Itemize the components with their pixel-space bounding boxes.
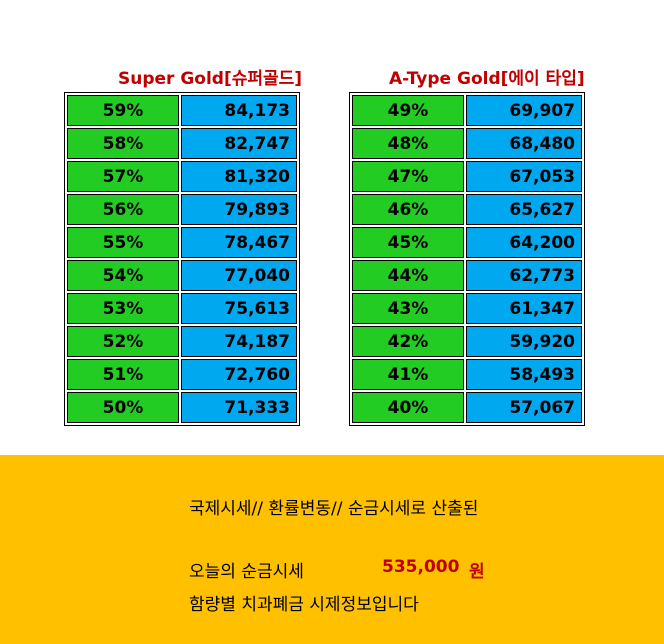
gold-price-cell: 82,747 xyxy=(181,128,297,159)
gold-price-cell: 71,333 xyxy=(181,392,297,423)
gold-price-cell: 69,907 xyxy=(466,95,582,126)
a-type-gold-price-table: 49% 69,907 48% 68,480 47% 67,053 46% 65,627 45% 6… xyxy=(349,92,585,426)
super-gold-row: 54% 77,040 xyxy=(67,260,297,291)
gold-price-unit: 원 xyxy=(469,562,485,582)
footer-line-1: 국제시세// 환률변동// 순금시세로 산출된 xyxy=(189,499,479,519)
gold-percent-cell: 59% xyxy=(67,95,179,126)
gold-percent-cell: 50% xyxy=(67,392,179,423)
gold-price-cell: 79,893 xyxy=(181,194,297,225)
gold-percent-cell: 55% xyxy=(67,227,179,258)
gold-price-cell: 72,760 xyxy=(181,359,297,390)
gold-price-cell: 58,493 xyxy=(466,359,582,390)
gold-percent-cell: 41% xyxy=(352,359,464,390)
gold-price-value: 535,000 xyxy=(382,557,460,577)
gold-percent-cell: 48% xyxy=(352,128,464,159)
gold-price-cell: 84,173 xyxy=(181,95,297,126)
a-type-gold-title: A-Type Gold[에이 타입] xyxy=(389,69,585,89)
gold-price-cell: 68,480 xyxy=(466,128,582,159)
gold-price-cell: 61,347 xyxy=(466,293,582,324)
a-type-gold-row: 48% 68,480 xyxy=(352,128,582,159)
super-gold-row: 50% 71,333 xyxy=(67,392,297,423)
super-gold-row: 52% 74,187 xyxy=(67,326,297,357)
gold-price-cell: 67,053 xyxy=(466,161,582,192)
super-gold-row: 57% 81,320 xyxy=(67,161,297,192)
a-type-gold-row: 49% 69,907 xyxy=(352,95,582,126)
gold-price-cell: 77,040 xyxy=(181,260,297,291)
gold-percent-cell: 58% xyxy=(67,128,179,159)
gold-price-cell: 57,067 xyxy=(466,392,582,423)
footer-line-2-label: 오늘의 순금시세 xyxy=(189,562,304,582)
super-gold-row: 51% 72,760 xyxy=(67,359,297,390)
footer-line-3: 함량별 치과폐금 시제정보입니다 xyxy=(189,595,419,615)
gold-percent-cell: 51% xyxy=(67,359,179,390)
gold-percent-cell: 43% xyxy=(352,293,464,324)
gold-percent-cell: 57% xyxy=(67,161,179,192)
gold-price-cell: 64,200 xyxy=(466,227,582,258)
super-gold-title: Super Gold[슈퍼골드] xyxy=(118,69,303,89)
gold-percent-cell: 47% xyxy=(352,161,464,192)
a-type-gold-row: 44% 62,773 xyxy=(352,260,582,291)
gold-percent-cell: 45% xyxy=(352,227,464,258)
a-type-gold-row: 45% 64,200 xyxy=(352,227,582,258)
footer-info-band xyxy=(0,455,664,644)
gold-percent-cell: 52% xyxy=(67,326,179,357)
gold-percent-cell: 42% xyxy=(352,326,464,357)
super-gold-row: 58% 82,747 xyxy=(67,128,297,159)
gold-price-cell: 75,613 xyxy=(181,293,297,324)
super-gold-price-table: 59% 84,173 58% 82,747 57% 81,320 56% 79,893 55% 7… xyxy=(64,92,300,426)
super-gold-row: 56% 79,893 xyxy=(67,194,297,225)
super-gold-row: 53% 75,613 xyxy=(67,293,297,324)
gold-percent-cell: 56% xyxy=(67,194,179,225)
super-gold-table-body: 59% 84,173 58% 82,747 57% 81,320 56% 79,893 55% 7… xyxy=(67,95,297,423)
a-type-gold-row: 41% 58,493 xyxy=(352,359,582,390)
super-gold-row: 59% 84,173 xyxy=(67,95,297,126)
super-gold-row: 55% 78,467 xyxy=(67,227,297,258)
gold-price-cell: 81,320 xyxy=(181,161,297,192)
gold-percent-cell: 54% xyxy=(67,260,179,291)
gold-price-cell: 78,467 xyxy=(181,227,297,258)
gold-price-cell: 65,627 xyxy=(466,194,582,225)
gold-percent-cell: 46% xyxy=(352,194,464,225)
a-type-gold-row: 46% 65,627 xyxy=(352,194,582,225)
a-type-gold-row: 47% 67,053 xyxy=(352,161,582,192)
a-type-gold-row: 40% 57,067 xyxy=(352,392,582,423)
gold-percent-cell: 40% xyxy=(352,392,464,423)
a-type-gold-row: 42% 59,920 xyxy=(352,326,582,357)
a-type-gold-row: 43% 61,347 xyxy=(352,293,582,324)
gold-percent-cell: 53% xyxy=(67,293,179,324)
gold-price-cell: 62,773 xyxy=(466,260,582,291)
gold-price-cell: 74,187 xyxy=(181,326,297,357)
a-type-gold-table-body: 49% 69,907 48% 68,480 47% 67,053 46% 65,627 45% 6… xyxy=(352,95,582,423)
gold-percent-cell: 44% xyxy=(352,260,464,291)
gold-percent-cell: 49% xyxy=(352,95,464,126)
gold-price-cell: 59,920 xyxy=(466,326,582,357)
